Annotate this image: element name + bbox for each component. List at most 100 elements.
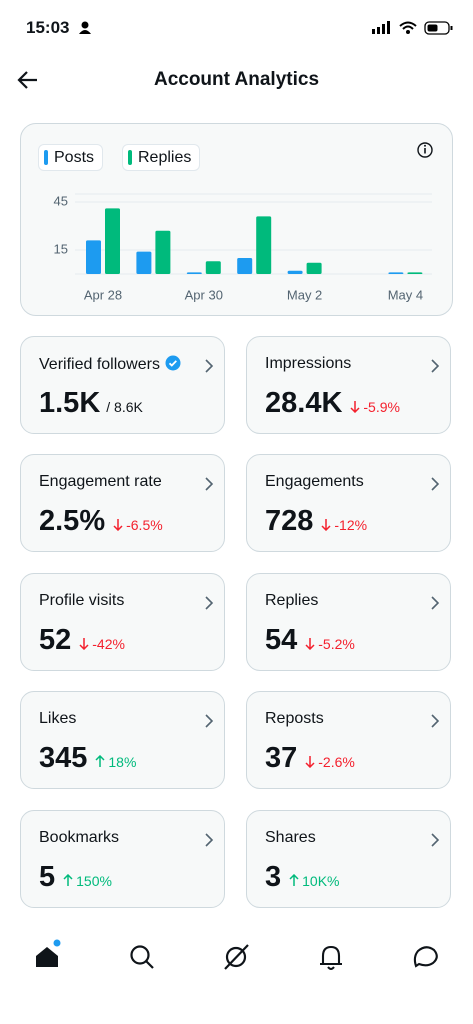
chevron-path xyxy=(431,359,440,373)
metric-card[interactable]: Engagement rate 2.5% -6.5% xyxy=(20,454,225,552)
bottom-nav xyxy=(36,939,438,970)
metric-card[interactable]: Profile visits 52 -42% xyxy=(20,573,225,671)
trend-arrow xyxy=(321,519,331,532)
metric-label: Verified followers xyxy=(39,355,181,374)
grok-tab[interactable] xyxy=(224,944,249,970)
y-tick-label: 45 xyxy=(54,193,68,208)
arrow-path xyxy=(79,638,89,651)
bar xyxy=(186,272,202,274)
metric-value: 28.4K -5.9% xyxy=(265,387,400,420)
search-tab[interactable] xyxy=(130,945,154,969)
bar xyxy=(388,272,404,274)
arrow-path xyxy=(113,519,123,532)
chevron-path xyxy=(205,596,214,610)
change-value: -2.6% xyxy=(318,754,355,770)
metric-number: 52 xyxy=(39,624,72,656)
metric-value: 5 150% xyxy=(39,861,112,894)
chevron-path xyxy=(205,359,214,373)
metric-total: / 8.6K xyxy=(106,399,143,415)
chart: 15 45 Apr 28 Apr 30 May 2 May 4 xyxy=(54,142,433,302)
metric-value: 1.5K / 8.6K xyxy=(39,387,143,420)
chevron xyxy=(205,477,214,491)
y-tick-label: 15 xyxy=(54,241,68,256)
trend-arrow xyxy=(113,519,123,532)
arrow-path xyxy=(321,519,331,532)
back-button[interactable] xyxy=(16,69,40,91)
x-tick-label: May 2 xyxy=(287,287,322,302)
trend-arrow xyxy=(289,873,299,886)
metric-label: Engagement rate xyxy=(39,473,162,490)
chevron-path xyxy=(431,833,440,847)
metric-change: 10K% xyxy=(289,873,340,889)
chevron-path xyxy=(431,596,440,610)
arrow-path xyxy=(305,638,315,651)
bar xyxy=(205,261,221,274)
metric-value: 37 -2.6% xyxy=(265,742,355,775)
metric-card[interactable]: Likes 345 18% xyxy=(20,691,225,789)
chevron xyxy=(205,359,214,373)
badge-check xyxy=(168,360,177,367)
change-value: -42% xyxy=(92,636,125,652)
arrow-path xyxy=(63,873,73,886)
metric-number: 37 xyxy=(265,742,298,774)
bar xyxy=(256,216,272,274)
metric-number: 345 xyxy=(39,742,88,774)
metric-card[interactable]: Verified followers 1.5K / 8.6K xyxy=(20,336,225,434)
chevron xyxy=(431,359,440,373)
metric-card[interactable]: Impressions 28.4K -5.9% xyxy=(246,336,451,434)
arrow-path xyxy=(305,756,315,769)
metric-label: Likes xyxy=(39,710,77,727)
chevron-path xyxy=(205,833,214,847)
change-value: 10K% xyxy=(302,873,340,889)
legend-swatch xyxy=(128,150,132,165)
change-value: 150% xyxy=(76,873,112,889)
metric-number: 728 xyxy=(265,505,314,537)
arrow-path xyxy=(289,873,299,886)
metric-label: Bookmarks xyxy=(39,829,120,846)
metric-number: 2.5% xyxy=(39,505,106,537)
page-title: Account Analytics xyxy=(153,69,320,90)
metric-label: Impressions xyxy=(265,355,352,372)
change-value: 18% xyxy=(108,754,137,770)
chevron-path xyxy=(205,714,214,728)
home-tab[interactable] xyxy=(36,939,61,968)
chevron xyxy=(205,714,214,728)
status-icons xyxy=(372,21,453,35)
metric-label: Engagements xyxy=(265,473,364,490)
metric-card[interactable]: Reposts 37 -2.6% xyxy=(246,691,451,789)
metric-value: 3 10K% xyxy=(265,861,340,894)
trend-arrow xyxy=(79,638,89,651)
legend-label: Posts xyxy=(54,149,95,166)
legend-item: Replies xyxy=(122,144,201,171)
metric-change: -12% xyxy=(321,517,367,533)
status-time: 15:03 xyxy=(26,18,70,37)
metric-card[interactable]: Shares 3 10K% xyxy=(246,810,451,908)
trend-arrow xyxy=(63,873,73,886)
messages-tab[interactable] xyxy=(413,946,438,968)
info-icon[interactable] xyxy=(417,142,433,158)
chevron-path xyxy=(431,477,440,491)
notifications-tab[interactable] xyxy=(320,945,342,970)
metric-card[interactable]: Bookmarks 5 150% xyxy=(20,810,225,908)
verified-badge xyxy=(165,355,181,371)
trend-arrow xyxy=(305,756,315,769)
legend-label: Replies xyxy=(138,149,192,166)
person-icon xyxy=(79,21,91,34)
metric-number: 3 xyxy=(265,861,282,893)
chevron xyxy=(205,833,214,847)
metric-number: 28.4K xyxy=(265,387,343,419)
chevron xyxy=(205,596,214,610)
trend-arrow xyxy=(95,754,105,767)
chevron xyxy=(431,714,440,728)
metric-label: Profile visits xyxy=(39,592,125,609)
chevron-path xyxy=(205,477,214,491)
metric-number: 1.5K xyxy=(39,387,101,419)
metric-card[interactable]: Replies 54 -5.2% xyxy=(246,573,451,671)
chevron xyxy=(431,477,440,491)
x-tick-label: May 4 xyxy=(388,287,423,302)
metric-card[interactable]: Engagements 728 -12% xyxy=(246,454,451,552)
change-value: -6.5% xyxy=(126,517,163,533)
legend-item: Posts xyxy=(38,144,104,171)
metric-label: Replies xyxy=(265,592,319,609)
chevron-path xyxy=(431,714,440,728)
